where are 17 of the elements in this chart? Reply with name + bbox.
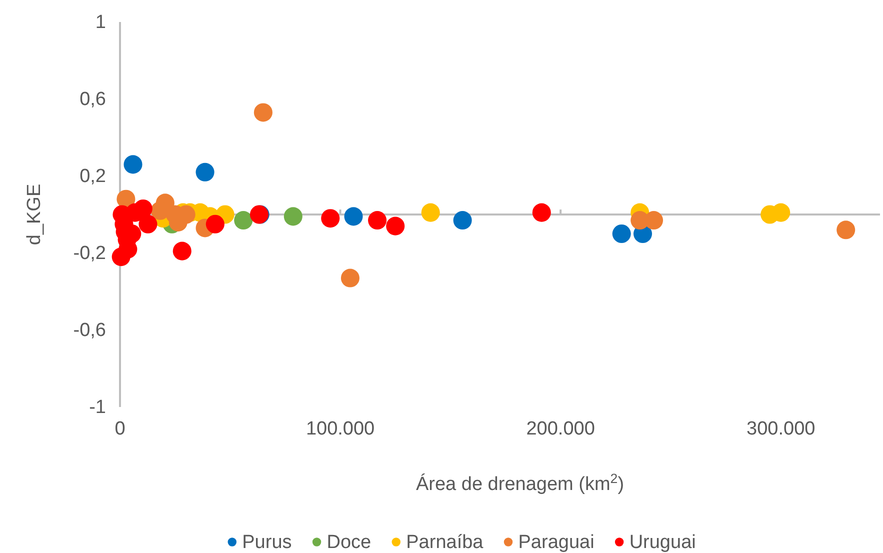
legend-label: Parnaíba (406, 532, 484, 553)
y-tick-label: 0,2 (80, 166, 106, 188)
legend-label: Purus (242, 532, 292, 553)
x-tick-label: 300.000 (746, 418, 816, 440)
x-tick-label: 0 (114, 418, 126, 440)
legend-label: Uruguai (629, 532, 696, 553)
y-tick-label: -0,2 (73, 243, 106, 264)
y-tick-label: 0,6 (80, 89, 106, 110)
x-axis-title: Área de drenagem (km$^{2}$) (416, 470, 624, 495)
y-tick-label: 1 (95, 12, 106, 34)
y-tick-label: -1 (89, 397, 106, 418)
y-axis-title: d_KGE (24, 184, 45, 246)
legend-label: Paraguai (518, 532, 594, 553)
x-tick-label: 200.000 (526, 418, 595, 440)
x-tick-label: 100.000 (306, 418, 375, 440)
y-tick-label: -0,6 (73, 320, 106, 342)
legend-label: Doce (326, 532, 372, 553)
